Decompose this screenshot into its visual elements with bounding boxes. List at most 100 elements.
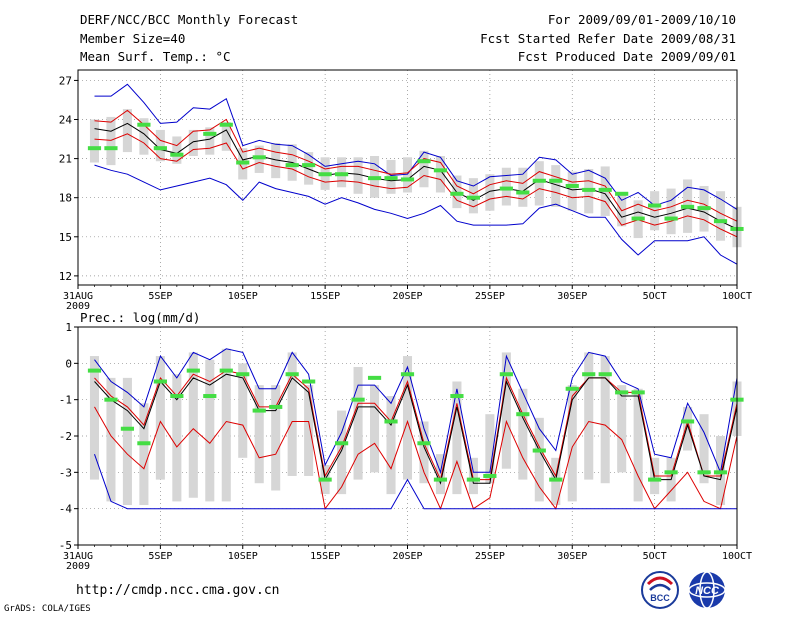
- prec-observed-mark: [186, 368, 200, 373]
- prec-spread-box: [485, 414, 495, 484]
- prec-observed-mark: [499, 372, 513, 377]
- temp-x-tick-label: 20SEP: [392, 291, 422, 302]
- temp-spread-box: [89, 119, 100, 163]
- temp-spread-box: [271, 142, 281, 179]
- temp-spread-box: [567, 171, 577, 211]
- temp-ensemble-max-line: [94, 83, 738, 210]
- temp-spread-box: [534, 161, 544, 206]
- bcc-logo-text: BCC: [650, 593, 670, 603]
- temp-spread-box: [172, 136, 182, 164]
- prec-spread-box: [106, 377, 116, 502]
- prec-observed-mark: [384, 419, 398, 424]
- prec-observed-mark: [549, 477, 563, 482]
- prec-spread-box: [89, 356, 100, 480]
- temp-x-tick-label: 31AUG: [63, 291, 93, 302]
- prec-spread-box: [287, 352, 297, 476]
- prec-ensemble-mean-line: [94, 373, 738, 485]
- temp-spread-box: [106, 116, 116, 166]
- temp-spread-box: [155, 129, 165, 162]
- prec-observed-mark: [598, 372, 612, 377]
- prec-spread-box: [584, 352, 594, 480]
- prec-lower-spread-line: [94, 406, 738, 511]
- prec-observed-mark: [680, 419, 695, 424]
- temp-y-tick-label: 15: [59, 231, 72, 244]
- prec-observed-mark: [104, 397, 118, 402]
- produced-date: Fcst Produced Date 2009/09/01: [517, 49, 736, 64]
- temp-y-tick-label: 18: [59, 192, 72, 205]
- prec-spread-box: [205, 359, 215, 502]
- prec-upper-spread-line: [94, 370, 738, 482]
- prec-y-tick-label: -5: [59, 539, 72, 552]
- temp-observed-mark: [417, 159, 431, 164]
- temp-observed-mark: [384, 176, 398, 181]
- temp-observed-mark: [680, 204, 695, 209]
- prec-observed-mark: [367, 375, 382, 380]
- prec-spread-box: [188, 352, 198, 498]
- temp-observed-mark: [302, 163, 316, 168]
- prec-spread-box: [518, 388, 528, 480]
- variable-label: Mean Surf. Temp.: °C: [80, 49, 231, 64]
- temp-observed-mark: [318, 172, 332, 177]
- prec-observed-mark: [417, 441, 431, 446]
- temp-chart: 12 15 18 21 24 27 31AUG 5SEP 10SEP 15SEP 20SEP 25SE…: [59, 69, 752, 312]
- temp-spread-box: [205, 127, 215, 155]
- prec-observed-mark: [120, 426, 135, 431]
- temp-spread-box: [122, 109, 132, 153]
- temp-observed-mark: [565, 183, 579, 188]
- temp-observed-mark: [400, 177, 415, 182]
- prec-spread-box: [370, 385, 380, 473]
- prec-observed-mark: [219, 368, 233, 373]
- prec-y-tick-label: 0: [65, 357, 72, 370]
- temp-observed-mark: [153, 146, 167, 151]
- prec-x-tick-label: 10SEP: [228, 551, 258, 562]
- temp-x-tick-label: 30SEP: [557, 291, 587, 302]
- forecast-period: For 2009/09/01-2009/10/10: [547, 12, 736, 27]
- prec-x-tick-label: 30SEP: [557, 551, 587, 562]
- prec-spread-box: [435, 454, 445, 495]
- temp-observed-mark: [203, 131, 217, 136]
- prec-observed-mark: [532, 448, 546, 453]
- prec-x-tick-label: 25SEP: [475, 551, 505, 562]
- prec-ensemble-min-line: [94, 454, 737, 510]
- prec-observed-mark: [153, 379, 167, 384]
- temp-spread-box: [617, 192, 627, 227]
- temp-spread-box: [188, 129, 198, 156]
- temp-observed-mark: [532, 178, 546, 183]
- start-date: Fcst Started Refer Date 2009/08/31: [480, 31, 736, 46]
- temp-plot-border: [77, 69, 738, 286]
- prec-observed-mark: [351, 397, 365, 402]
- temp-spread-box: [402, 157, 413, 193]
- temp-observed-mark: [499, 186, 513, 191]
- temp-observed-mark: [697, 206, 711, 211]
- temp-observed-mark: [664, 216, 678, 221]
- source-url[interactable]: http://cmdp.ncc.cma.gov.cn: [76, 583, 280, 598]
- temp-x-tick-label: 15SEP: [310, 291, 340, 302]
- temp-observed-mark: [170, 152, 184, 157]
- prec-spread-box: [567, 385, 577, 502]
- prec-spread-box: [254, 385, 264, 484]
- temp-spread-box: [485, 174, 495, 211]
- prec-observed-mark: [631, 390, 645, 395]
- prec-observed-mark: [433, 477, 448, 482]
- bcc-logo: BCC: [640, 570, 680, 610]
- prec-spread-box: [304, 385, 314, 476]
- prec-observed-mark: [483, 473, 497, 478]
- prec-spread-box: [452, 381, 462, 495]
- prec-observed-mark: [302, 379, 316, 384]
- prec-observed-mark: [713, 470, 728, 475]
- chart-title: DERF/NCC/BCC Monthly Forecast: [80, 12, 299, 27]
- temp-observed-mark: [466, 195, 480, 200]
- temp-observed-mark: [285, 163, 299, 168]
- prec-spread-box: [238, 363, 248, 458]
- prec-spread-box: [172, 374, 182, 502]
- prec-x-tick-label: 15SEP: [310, 551, 340, 562]
- prec-spread-box: [271, 385, 281, 491]
- temp-spread-box: [221, 122, 231, 151]
- temp-x-tick-label: 25SEP: [475, 291, 505, 302]
- prec-observed-mark: [648, 477, 662, 482]
- temp-observed-mark: [713, 219, 728, 224]
- prec-observed-mark: [565, 386, 579, 391]
- temp-observed-mark: [252, 155, 266, 160]
